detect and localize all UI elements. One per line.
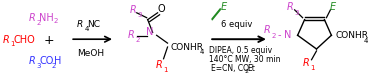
Text: DIPEA, 0.5 equiv: DIPEA, 0.5 equiv (209, 46, 273, 55)
Text: R: R (130, 5, 136, 15)
Text: R: R (3, 35, 9, 45)
Text: R: R (264, 25, 271, 35)
Text: R: R (287, 2, 293, 12)
Text: 2: 2 (53, 18, 58, 24)
Text: 1: 1 (164, 67, 168, 73)
Text: CO: CO (39, 56, 54, 66)
Text: 3: 3 (138, 12, 142, 18)
Text: R: R (128, 30, 135, 40)
Text: MeOH: MeOH (77, 49, 104, 58)
Text: 3: 3 (36, 63, 41, 69)
Text: E: E (221, 2, 227, 12)
Text: 6 equiv: 6 equiv (221, 20, 253, 29)
Text: Et: Et (247, 64, 255, 73)
Text: R: R (303, 58, 309, 68)
Text: N: N (284, 30, 291, 40)
Text: CHO: CHO (14, 35, 36, 45)
Text: NC: NC (87, 20, 100, 29)
Text: R: R (156, 60, 163, 70)
Text: R: R (77, 20, 84, 29)
Text: E=CN, CO: E=CN, CO (211, 64, 249, 73)
Text: 2: 2 (136, 37, 140, 43)
Text: 2: 2 (51, 63, 56, 69)
Text: 4: 4 (199, 49, 204, 55)
Text: 4: 4 (364, 38, 369, 44)
Text: 4: 4 (85, 26, 89, 32)
Text: 2: 2 (244, 69, 248, 74)
Text: H: H (54, 56, 62, 66)
Text: 3: 3 (294, 10, 299, 16)
Text: 2: 2 (272, 33, 276, 39)
Text: 2: 2 (36, 20, 41, 26)
Text: R: R (28, 56, 35, 66)
Text: CONHR: CONHR (170, 43, 203, 52)
Text: E: E (329, 2, 336, 12)
Text: 1: 1 (311, 65, 315, 71)
Text: 1: 1 (11, 41, 15, 47)
Text: CONHR: CONHR (335, 31, 369, 40)
Text: O: O (158, 4, 165, 14)
Text: NH: NH (39, 13, 54, 23)
Text: 140°C MW, 30 min: 140°C MW, 30 min (209, 55, 281, 64)
Text: +: + (43, 34, 54, 47)
Text: R: R (28, 13, 35, 23)
Text: N: N (146, 27, 153, 37)
Text: -: - (278, 30, 281, 40)
